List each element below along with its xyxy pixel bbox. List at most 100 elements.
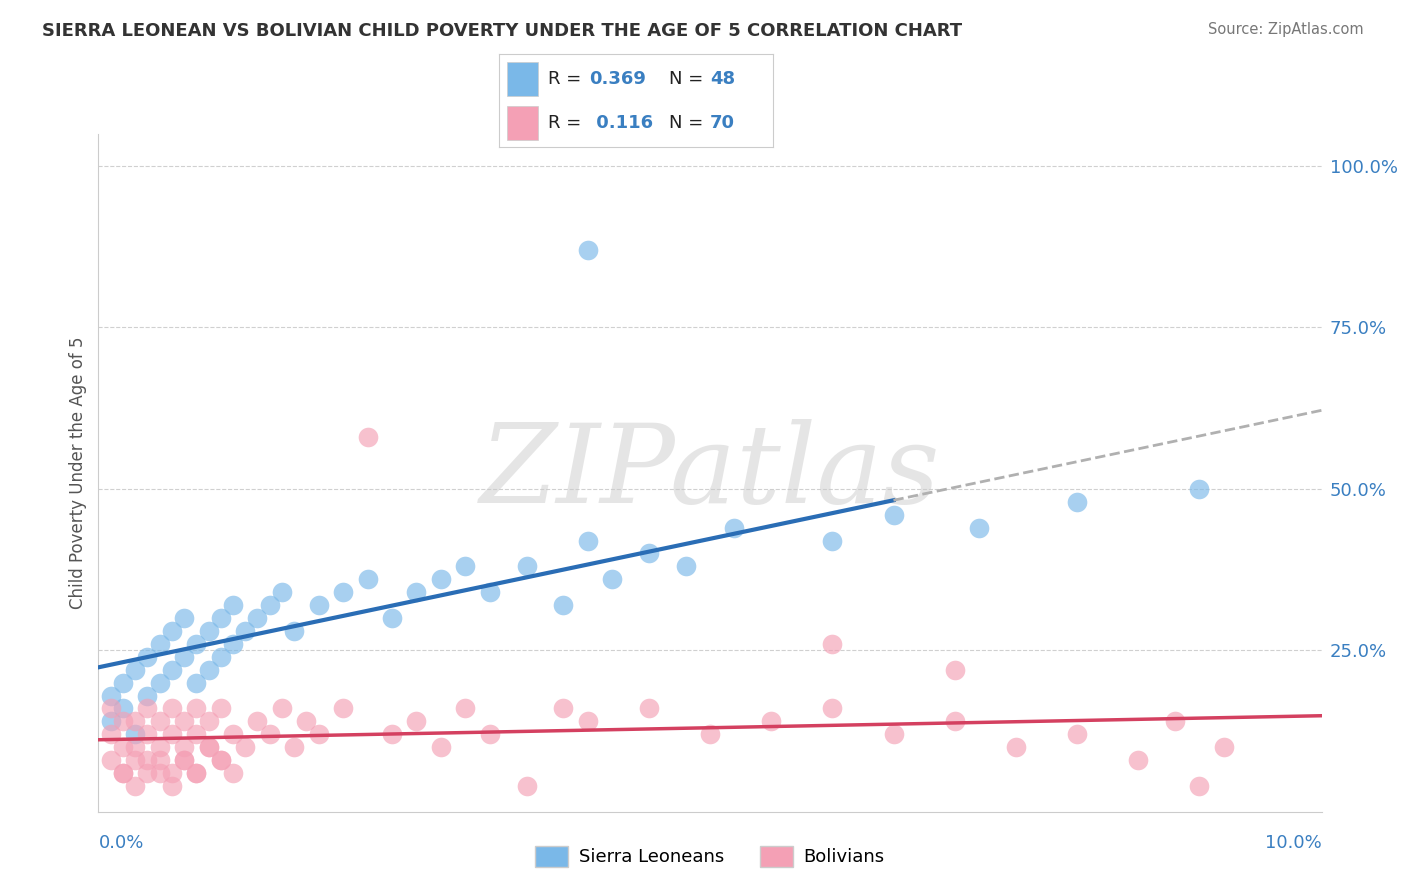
Point bbox=[100, 727, 122, 741]
Point bbox=[943, 714, 966, 729]
Text: R =: R = bbox=[548, 70, 582, 87]
Point bbox=[381, 727, 404, 741]
Point bbox=[111, 766, 134, 780]
Text: R =: R = bbox=[548, 114, 582, 132]
Point bbox=[576, 533, 599, 548]
Text: SIERRA LEONEAN VS BOLIVIAN CHILD POVERTY UNDER THE AGE OF 5 CORRELATION CHART: SIERRA LEONEAN VS BOLIVIAN CHILD POVERTY… bbox=[42, 22, 962, 40]
Point bbox=[222, 727, 245, 741]
Point bbox=[259, 727, 281, 741]
Point bbox=[149, 753, 172, 767]
Point bbox=[637, 701, 661, 715]
Point bbox=[197, 624, 219, 638]
Point bbox=[821, 701, 844, 715]
Point bbox=[295, 714, 318, 729]
Point bbox=[160, 663, 183, 677]
Point bbox=[186, 727, 208, 741]
Point bbox=[1188, 482, 1211, 496]
Point bbox=[124, 779, 146, 793]
Point bbox=[516, 559, 538, 574]
Point bbox=[160, 779, 183, 793]
Point bbox=[173, 714, 195, 729]
Point bbox=[111, 740, 134, 755]
Point bbox=[209, 701, 232, 715]
Point bbox=[356, 572, 378, 586]
Point bbox=[430, 572, 453, 586]
Point bbox=[197, 714, 219, 729]
Point bbox=[1164, 714, 1187, 729]
Text: Source: ZipAtlas.com: Source: ZipAtlas.com bbox=[1208, 22, 1364, 37]
Point bbox=[222, 766, 245, 780]
Point bbox=[160, 624, 183, 638]
Text: 0.369: 0.369 bbox=[589, 70, 647, 87]
Point bbox=[600, 572, 623, 586]
Point bbox=[111, 714, 134, 729]
Point bbox=[222, 637, 245, 651]
Point bbox=[136, 727, 159, 741]
Point bbox=[723, 521, 745, 535]
Text: 70: 70 bbox=[710, 114, 735, 132]
Point bbox=[356, 430, 378, 444]
Point bbox=[576, 243, 599, 257]
Point bbox=[149, 714, 172, 729]
Text: 0.0%: 0.0% bbox=[98, 834, 143, 852]
Point bbox=[100, 689, 122, 703]
Point bbox=[1128, 753, 1150, 767]
Text: 48: 48 bbox=[710, 70, 735, 87]
Point bbox=[111, 701, 134, 715]
Point bbox=[478, 585, 501, 599]
Point bbox=[821, 637, 844, 651]
Point bbox=[516, 779, 538, 793]
Point bbox=[124, 753, 146, 767]
Point bbox=[1066, 727, 1088, 741]
Point bbox=[553, 701, 575, 715]
Point bbox=[222, 598, 245, 612]
Point bbox=[186, 701, 208, 715]
Point bbox=[454, 701, 477, 715]
Legend: Sierra Leoneans, Bolivians: Sierra Leoneans, Bolivians bbox=[529, 838, 891, 874]
Point bbox=[173, 753, 195, 767]
Point bbox=[405, 585, 427, 599]
Point bbox=[1212, 740, 1234, 755]
Point bbox=[197, 740, 219, 755]
Point bbox=[883, 727, 905, 741]
Text: N =: N = bbox=[669, 70, 703, 87]
Point bbox=[233, 624, 256, 638]
Point bbox=[124, 714, 146, 729]
Point bbox=[967, 521, 990, 535]
Point bbox=[1066, 495, 1088, 509]
Point bbox=[405, 714, 427, 729]
Point bbox=[160, 766, 183, 780]
Point bbox=[576, 714, 599, 729]
Point bbox=[1188, 779, 1211, 793]
Point bbox=[283, 624, 305, 638]
Point bbox=[186, 637, 208, 651]
FancyBboxPatch shape bbox=[508, 62, 537, 95]
Point bbox=[160, 701, 183, 715]
Point bbox=[100, 714, 122, 729]
Point bbox=[149, 637, 172, 651]
Point bbox=[100, 701, 122, 715]
Point bbox=[308, 598, 330, 612]
Point bbox=[136, 701, 159, 715]
Text: ZIPatlas: ZIPatlas bbox=[479, 419, 941, 526]
Point bbox=[111, 675, 134, 690]
Point bbox=[186, 675, 208, 690]
Point bbox=[821, 533, 844, 548]
Y-axis label: Child Poverty Under the Age of 5: Child Poverty Under the Age of 5 bbox=[69, 336, 87, 609]
Point bbox=[197, 740, 219, 755]
Point bbox=[136, 753, 159, 767]
Text: 10.0%: 10.0% bbox=[1265, 834, 1322, 852]
Point bbox=[1004, 740, 1026, 755]
Point bbox=[553, 598, 575, 612]
Point bbox=[186, 766, 208, 780]
Point bbox=[381, 611, 404, 625]
Point bbox=[149, 766, 172, 780]
Point bbox=[759, 714, 782, 729]
Text: N =: N = bbox=[669, 114, 703, 132]
Point bbox=[136, 766, 159, 780]
Point bbox=[430, 740, 453, 755]
Point bbox=[197, 663, 219, 677]
Point bbox=[259, 598, 281, 612]
Point bbox=[100, 753, 122, 767]
Point bbox=[136, 689, 159, 703]
